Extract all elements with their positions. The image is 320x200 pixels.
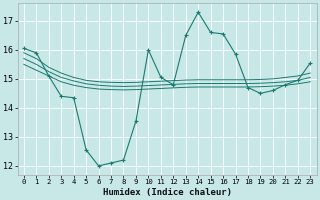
X-axis label: Humidex (Indice chaleur): Humidex (Indice chaleur) <box>103 188 232 197</box>
